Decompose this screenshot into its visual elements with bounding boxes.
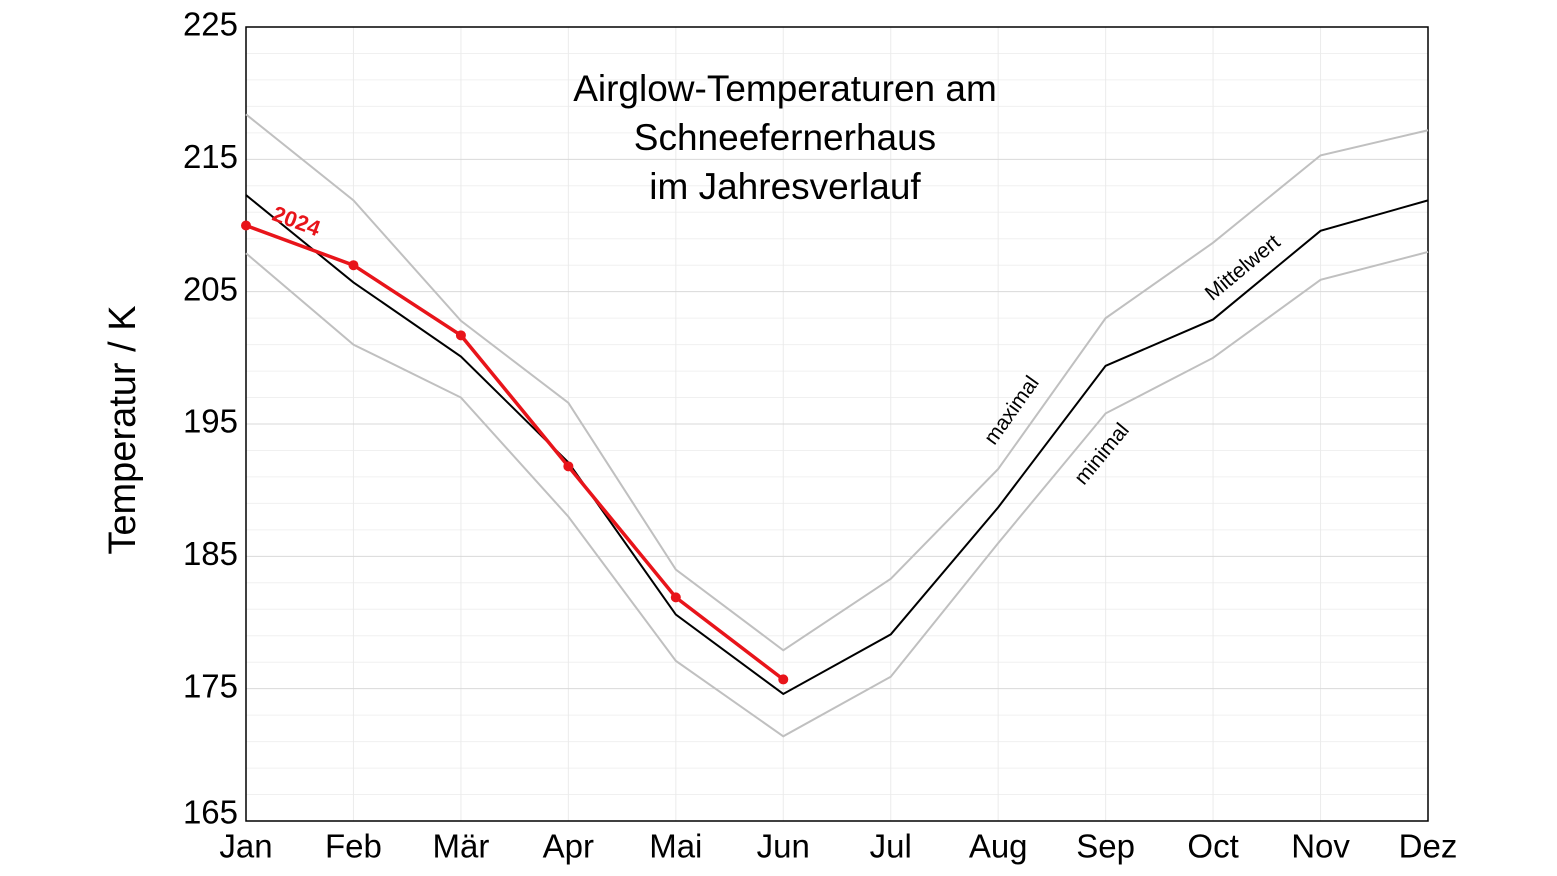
x-tick-label: Apr — [543, 828, 594, 865]
chart-title: Schneefernerhaus — [634, 117, 936, 158]
series-line — [245, 250, 1429, 738]
x-tick-label: Mai — [649, 828, 702, 865]
y-tick-label: 215 — [183, 138, 238, 175]
x-tick-label: Oct — [1187, 828, 1238, 865]
series-line — [245, 113, 1429, 652]
y-tick-label: 195 — [183, 403, 238, 440]
x-tick-label: Jul — [870, 828, 912, 865]
data-point — [563, 461, 574, 472]
y-tick-label: 175 — [183, 667, 238, 704]
data-point — [778, 674, 789, 685]
x-tick-label: Jun — [757, 828, 810, 865]
data-point — [670, 592, 681, 603]
chart-title: Airglow-Temperaturen am — [573, 68, 997, 109]
chart-title: im Jahresverlauf — [649, 166, 921, 207]
y-tick-label: 185 — [183, 535, 238, 572]
x-tick-label: Nov — [1291, 828, 1350, 865]
data-point — [348, 260, 359, 271]
x-tick-label: Feb — [325, 828, 382, 865]
series-label: minimal — [1070, 419, 1134, 489]
x-tick-label: Sep — [1076, 828, 1135, 865]
y-tick-label: 165 — [183, 794, 238, 831]
y-tick-label: 225 — [183, 6, 238, 43]
y-tick-label: 205 — [183, 270, 238, 307]
plot-frame — [245, 26, 1429, 822]
y-axis-label: Temperatur / K — [102, 305, 144, 554]
x-tick-label: Dez — [1399, 828, 1458, 865]
data-point — [455, 330, 466, 341]
series-line — [245, 194, 1429, 696]
data-point — [241, 220, 251, 231]
x-tick-label: Aug — [969, 828, 1028, 865]
x-tick-label: Jan — [219, 828, 272, 865]
series-label: maximal — [980, 372, 1044, 449]
x-tick-label: Mär — [432, 828, 489, 865]
series-line — [245, 223, 785, 681]
